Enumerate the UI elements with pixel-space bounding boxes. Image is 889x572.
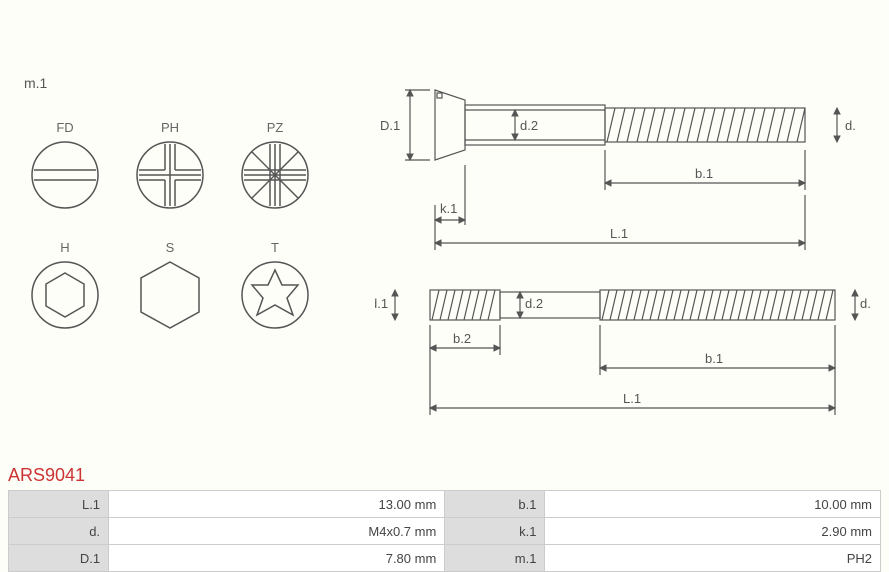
svg-text:k.1: k.1 bbox=[440, 201, 457, 216]
drive-label-ph: PH bbox=[135, 120, 205, 135]
drive-label-fd: FD bbox=[30, 120, 100, 135]
drive-fd: FD bbox=[30, 120, 100, 215]
screw-top: D.1 d.2 d. k.1 b.1 L.1 bbox=[380, 90, 856, 250]
drive-t: T bbox=[240, 240, 310, 335]
s-icon bbox=[135, 260, 205, 330]
svg-text:d.: d. bbox=[860, 296, 870, 311]
spec-row: L.113.00 mmb.110.00 mm bbox=[9, 491, 881, 518]
spec-value: 2.90 mm bbox=[545, 518, 881, 545]
spec-row: D.17.80 mmm.1PH2 bbox=[9, 545, 881, 572]
drive-s: S bbox=[135, 240, 205, 335]
drive-label-t: T bbox=[240, 240, 310, 255]
t-icon bbox=[240, 260, 310, 330]
diagram-area: m.1 FD PH PZ H S T D.1 d.2 d. k.1 b.1 L.… bbox=[0, 10, 889, 440]
fd-icon bbox=[30, 140, 100, 210]
drive-row-2: H S T bbox=[30, 240, 340, 335]
m1-label: m.1 bbox=[24, 75, 47, 91]
spec-value: M4x0.7 mm bbox=[109, 518, 445, 545]
svg-text:D.1: D.1 bbox=[380, 118, 400, 133]
svg-text:d.: d. bbox=[845, 118, 856, 133]
drive-label-pz: PZ bbox=[240, 120, 310, 135]
spec-label: m.1 bbox=[445, 545, 545, 572]
spec-value: 13.00 mm bbox=[109, 491, 445, 518]
svg-text:b.1: b.1 bbox=[705, 351, 723, 366]
spec-label: b.1 bbox=[445, 491, 545, 518]
part-number: ARS9041 bbox=[8, 465, 85, 486]
drive-ph: PH bbox=[135, 120, 205, 215]
spec-label: d. bbox=[9, 518, 109, 545]
drive-types-panel: FD PH PZ H S T bbox=[30, 120, 340, 360]
svg-text:d.2: d.2 bbox=[525, 296, 543, 311]
spec-label: k.1 bbox=[445, 518, 545, 545]
drive-row-1: FD PH PZ bbox=[30, 120, 340, 215]
svg-text:d.2: d.2 bbox=[520, 118, 538, 133]
screw-bottom: d.1 d.2 d. b.2 b.1 L.1 bbox=[375, 290, 870, 415]
svg-text:b.1: b.1 bbox=[695, 166, 713, 181]
spec-value: 10.00 mm bbox=[545, 491, 881, 518]
technical-drawing: D.1 d.2 d. k.1 b.1 L.1 d.1 d.2 d. b.2 b.… bbox=[375, 65, 870, 430]
svg-text:b.2: b.2 bbox=[453, 331, 471, 346]
spec-value: 7.80 mm bbox=[109, 545, 445, 572]
drive-label-h: H bbox=[30, 240, 100, 255]
drive-label-s: S bbox=[135, 240, 205, 255]
svg-text:d.1: d.1 bbox=[375, 296, 388, 311]
spec-row: d.M4x0.7 mmk.12.90 mm bbox=[9, 518, 881, 545]
svg-text:L.1: L.1 bbox=[623, 391, 641, 406]
spec-table: L.113.00 mmb.110.00 mmd.M4x0.7 mmk.12.90… bbox=[8, 490, 881, 572]
spec-value: PH2 bbox=[545, 545, 881, 572]
ph-icon bbox=[135, 140, 205, 210]
drive-pz: PZ bbox=[240, 120, 310, 215]
h-icon bbox=[30, 260, 100, 330]
spec-label: D.1 bbox=[9, 545, 109, 572]
drive-h: H bbox=[30, 240, 100, 335]
spec-label: L.1 bbox=[9, 491, 109, 518]
svg-text:L.1: L.1 bbox=[610, 226, 628, 241]
pz-icon bbox=[240, 140, 310, 210]
